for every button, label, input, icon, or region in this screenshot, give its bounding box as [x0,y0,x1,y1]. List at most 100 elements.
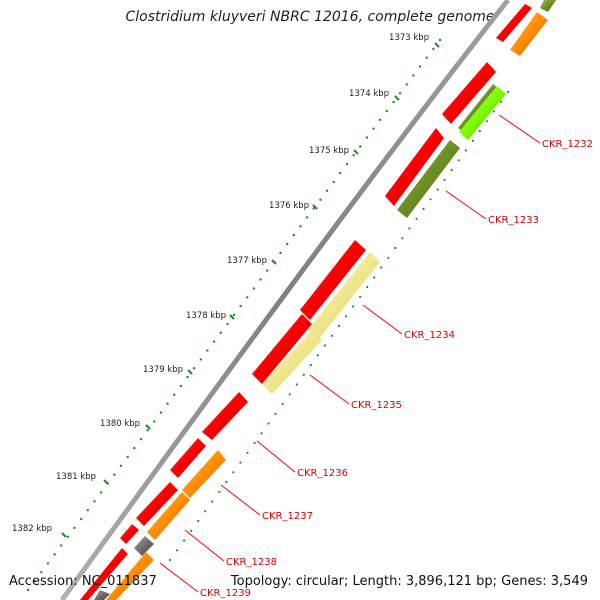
gene-arrow[interactable] [147,492,190,540]
ruler-dot [299,225,302,228]
ruler-dot [226,322,229,326]
ruler-dot [175,549,179,552]
gene-arrow[interactable] [94,590,110,600]
gene-arrow[interactable] [442,62,496,124]
gene-arrow[interactable] [252,314,312,384]
gene-arrow[interactable] [80,548,128,600]
gene-arrow[interactable] [496,4,532,42]
ruler-dot [379,118,382,122]
ruler-dot [387,256,390,259]
gene-arrow[interactable] [540,0,556,12]
kbp-label: 1381 kbp [56,472,96,482]
kbp-labels: 1373 kbp 1374 kbp 1375 kbp 1376 kbp 1377… [12,33,429,534]
feature-track [80,0,556,600]
ruler-dot [53,553,56,556]
ruler-dot [186,375,189,379]
map-title: Clostridium kluyveri NBRC 12016, complet… [125,9,495,25]
gene-arrow[interactable] [385,128,444,206]
ruler-dot [373,276,376,279]
ruler-dot [253,441,256,445]
ruler-dot [259,278,262,281]
gene-arrow[interactable] [459,86,506,140]
ruler-tick [434,42,440,48]
gene-arrow[interactable] [510,12,548,56]
ruler-dot [443,178,446,181]
ruler-dot [46,562,50,565]
kbp-label: 1377 kbp [227,256,267,266]
ruler-dot [398,92,402,95]
gene-label-ckr-1238[interactable]: CKR_1238 [226,557,277,568]
ruler-tick [271,259,277,265]
gene-arrow[interactable] [120,524,139,544]
ruler-dot [392,100,395,104]
ruler-dot [33,579,36,583]
gene-arrow[interactable] [136,482,178,526]
ruler-dot [316,354,319,357]
ruler-dot [66,535,70,538]
ruler-dot [457,159,460,162]
ruler-dot [412,74,415,77]
ruler-dot [232,313,236,317]
gene-arrow[interactable] [262,330,322,394]
ruler-dot [506,90,510,94]
ruler-dot [330,334,334,337]
ruler-dot [159,411,163,414]
ruler-dot [295,383,298,386]
ruler-dot [372,127,375,130]
gene-arrow[interactable] [202,392,248,440]
gene-label-ckr-1237[interactable]: CKR_1237 [262,511,313,522]
ruler-dot [425,56,428,59]
ruler-dot [225,480,228,484]
ruler-tick [312,204,318,210]
ruler-dot [352,305,355,308]
gene-label-ckr-1234[interactable]: CKR_1234 [404,330,455,341]
ruler-dot [312,207,315,210]
gene-arrow[interactable] [397,140,460,218]
gene-arrow[interactable] [182,450,226,498]
gene-arrow[interactable] [134,536,154,556]
ruler-dot [60,544,63,547]
gene-arrow[interactable] [308,252,380,340]
kbp-label: 1373 kbp [389,33,429,43]
ruler-dot [302,373,305,376]
gene-arrow[interactable] [300,240,366,320]
callout-lines [159,114,541,593]
ruler-dot [232,471,235,474]
ruler-tick [229,314,235,320]
ruler-dot [478,129,481,133]
ruler-dot [281,402,284,406]
gene-arrow[interactable] [170,438,206,478]
ruler-dot [26,588,30,592]
ruler-dot [239,304,242,308]
ruler-dot [422,207,425,211]
gene-arrow[interactable] [106,552,154,600]
ruler-dot [352,154,355,157]
kbp-label: 1375 kbp [309,146,349,156]
ruler-tick [145,424,151,430]
gene-label-ckr-1235[interactable]: CKR_1235 [351,400,402,411]
accession-text: Accession: NC_011837 [9,574,157,589]
ruler-dot [99,491,103,494]
ruler-dot [366,285,369,289]
ruler-dot [183,539,186,542]
gene-label-ckr-1239[interactable]: CKR_1239 [200,588,251,599]
ruler-dot [471,139,474,142]
ruler-dot [206,349,209,352]
ruler-dot [415,217,418,220]
ruler-dot [450,168,453,172]
ruler-dot [126,455,129,459]
ruler-dot [190,529,193,532]
ruler-dot [86,509,90,512]
gene-label-ckr-1232[interactable]: CKR_1232 [542,139,593,150]
ruler-dot [139,438,143,441]
ruler-dot [485,120,488,123]
kbp-label: 1378 kbp [186,311,226,321]
ruler-dot [73,526,76,530]
ruler-dot [394,246,397,250]
ruler-dot [218,490,221,493]
ruler-dot [408,227,411,230]
ruler-dots [26,38,510,592]
gene-label-ckr-1233[interactable]: CKR_1233 [488,215,539,226]
ruler-tick [103,479,109,485]
gene-label-ckr-1236[interactable]: CKR_1236 [297,468,348,479]
